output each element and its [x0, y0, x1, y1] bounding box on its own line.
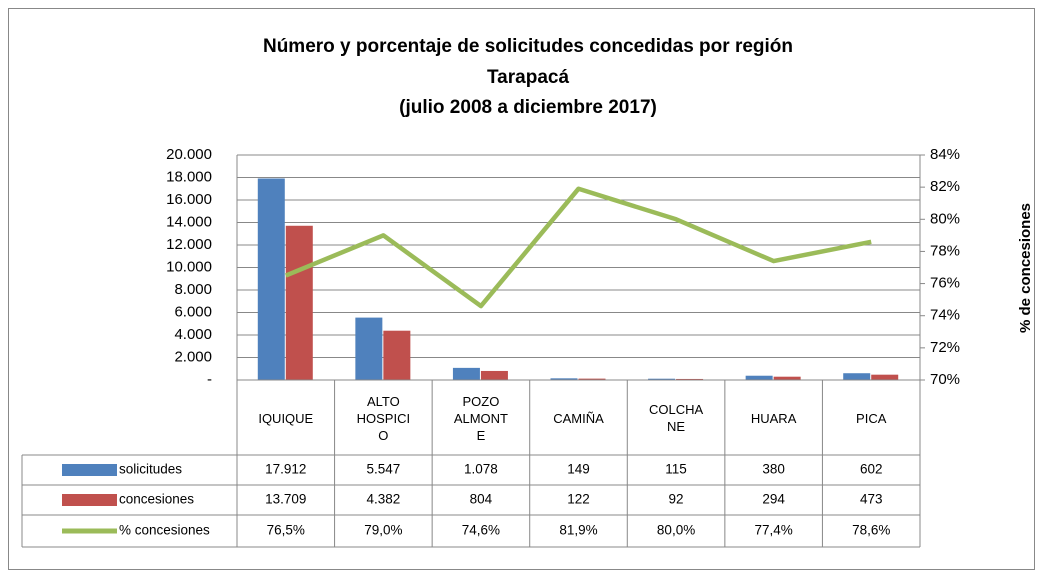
x-tick-label-box: CAMIÑA [553, 410, 604, 426]
bar [452, 367, 480, 380]
x-tick-label: PICA [856, 410, 887, 426]
y-tick-label: 10.000 [166, 258, 212, 275]
table-value: 149 [567, 462, 590, 477]
x-tick-label-box: ALTO HOSPICIO [356, 393, 411, 443]
bar [648, 378, 676, 380]
table-value: 79,0% [364, 523, 402, 538]
y2-tick-label: 76% [930, 275, 960, 292]
table-value: 77,4% [755, 523, 793, 538]
x-tick-label-box: COLCHANE [648, 402, 704, 434]
x-tick-label: HUARA [750, 410, 797, 426]
table-value: 78,6% [852, 523, 890, 538]
y2-axis-label: % de concesiones [1017, 203, 1034, 333]
table-value: 294 [762, 492, 785, 507]
chart-title: Número y porcentaje de solicitudes conce… [263, 36, 793, 57]
x-tick-label-box: IQUIQUE [258, 410, 314, 426]
table-value: 122 [567, 492, 590, 507]
bar [871, 374, 899, 380]
bar [843, 373, 871, 380]
y-tick-label: 14.000 [166, 213, 212, 230]
y-tick-label: 18.000 [166, 168, 212, 185]
chart-title: Tarapacá [487, 67, 569, 88]
y-tick-label: 4.000 [174, 326, 212, 343]
table-value: 804 [470, 492, 493, 507]
y2-tick-label: 82% [930, 178, 960, 195]
x-tick-label: ALTO HOSPICIO [356, 393, 411, 443]
chart-border [8, 8, 1035, 570]
y2-tick-label: 80% [930, 210, 960, 227]
legend-label: concesiones [119, 492, 194, 507]
table-value: 17.912 [265, 462, 306, 477]
x-tick-label: COLCHANE [648, 402, 704, 434]
line [284, 186, 872, 309]
bar [578, 378, 606, 380]
chart-title: (julio 2008 a diciembre 2017) [399, 97, 657, 118]
x-tick-label-box: HUARA [750, 410, 797, 426]
legend-key [62, 494, 117, 506]
x-tick-label-box: POZO ALMONTE [453, 393, 508, 443]
table-value: 92 [669, 492, 684, 507]
y-tick-label: 8.000 [174, 281, 212, 298]
table-value: 4.382 [366, 492, 400, 507]
y2-tick-label: 72% [930, 339, 960, 356]
bar [773, 376, 801, 380]
y-tick-label: 2.000 [174, 348, 212, 365]
table-value: 473 [860, 492, 883, 507]
x-tick-label: CAMIÑA [553, 410, 604, 426]
y-tick-label: 12.000 [166, 236, 212, 253]
table-value: 5.547 [366, 462, 400, 477]
y2-tick-label: 70% [930, 371, 960, 388]
x-tick-label: POZO ALMONTE [453, 393, 508, 443]
bar [480, 370, 508, 380]
y-tick-label: 16.000 [166, 191, 212, 208]
y2-tick-label: 74% [930, 307, 960, 324]
y2-tick-label: 84% [930, 146, 960, 163]
bar [355, 317, 383, 380]
legend-key [62, 464, 117, 476]
table-value: 74,6% [462, 523, 500, 538]
bar [257, 178, 285, 380]
table-value: 80,0% [657, 523, 695, 538]
bar [383, 330, 411, 380]
table-value: 81,9% [559, 523, 597, 538]
y-tick-label: - [207, 371, 212, 388]
bar [676, 378, 704, 380]
legend-label: solicitudes [119, 462, 182, 477]
y-tick-label: 6.000 [174, 303, 212, 320]
y2-tick-label: 78% [930, 242, 960, 259]
table-value: 13.709 [265, 492, 306, 507]
bar [550, 378, 578, 380]
table-value: 76,5% [267, 523, 305, 538]
table-value: 115 [665, 462, 687, 477]
table-value: 380 [762, 462, 785, 477]
y-tick-label: 20.000 [166, 146, 212, 163]
bar [285, 225, 313, 380]
legend-label: % concesiones [119, 523, 210, 538]
x-tick-label: IQUIQUE [258, 410, 314, 426]
table-value: 602 [860, 462, 883, 477]
bar [745, 375, 773, 380]
x-tick-label-box: PICA [856, 410, 887, 426]
table-value: 1.078 [464, 462, 498, 477]
